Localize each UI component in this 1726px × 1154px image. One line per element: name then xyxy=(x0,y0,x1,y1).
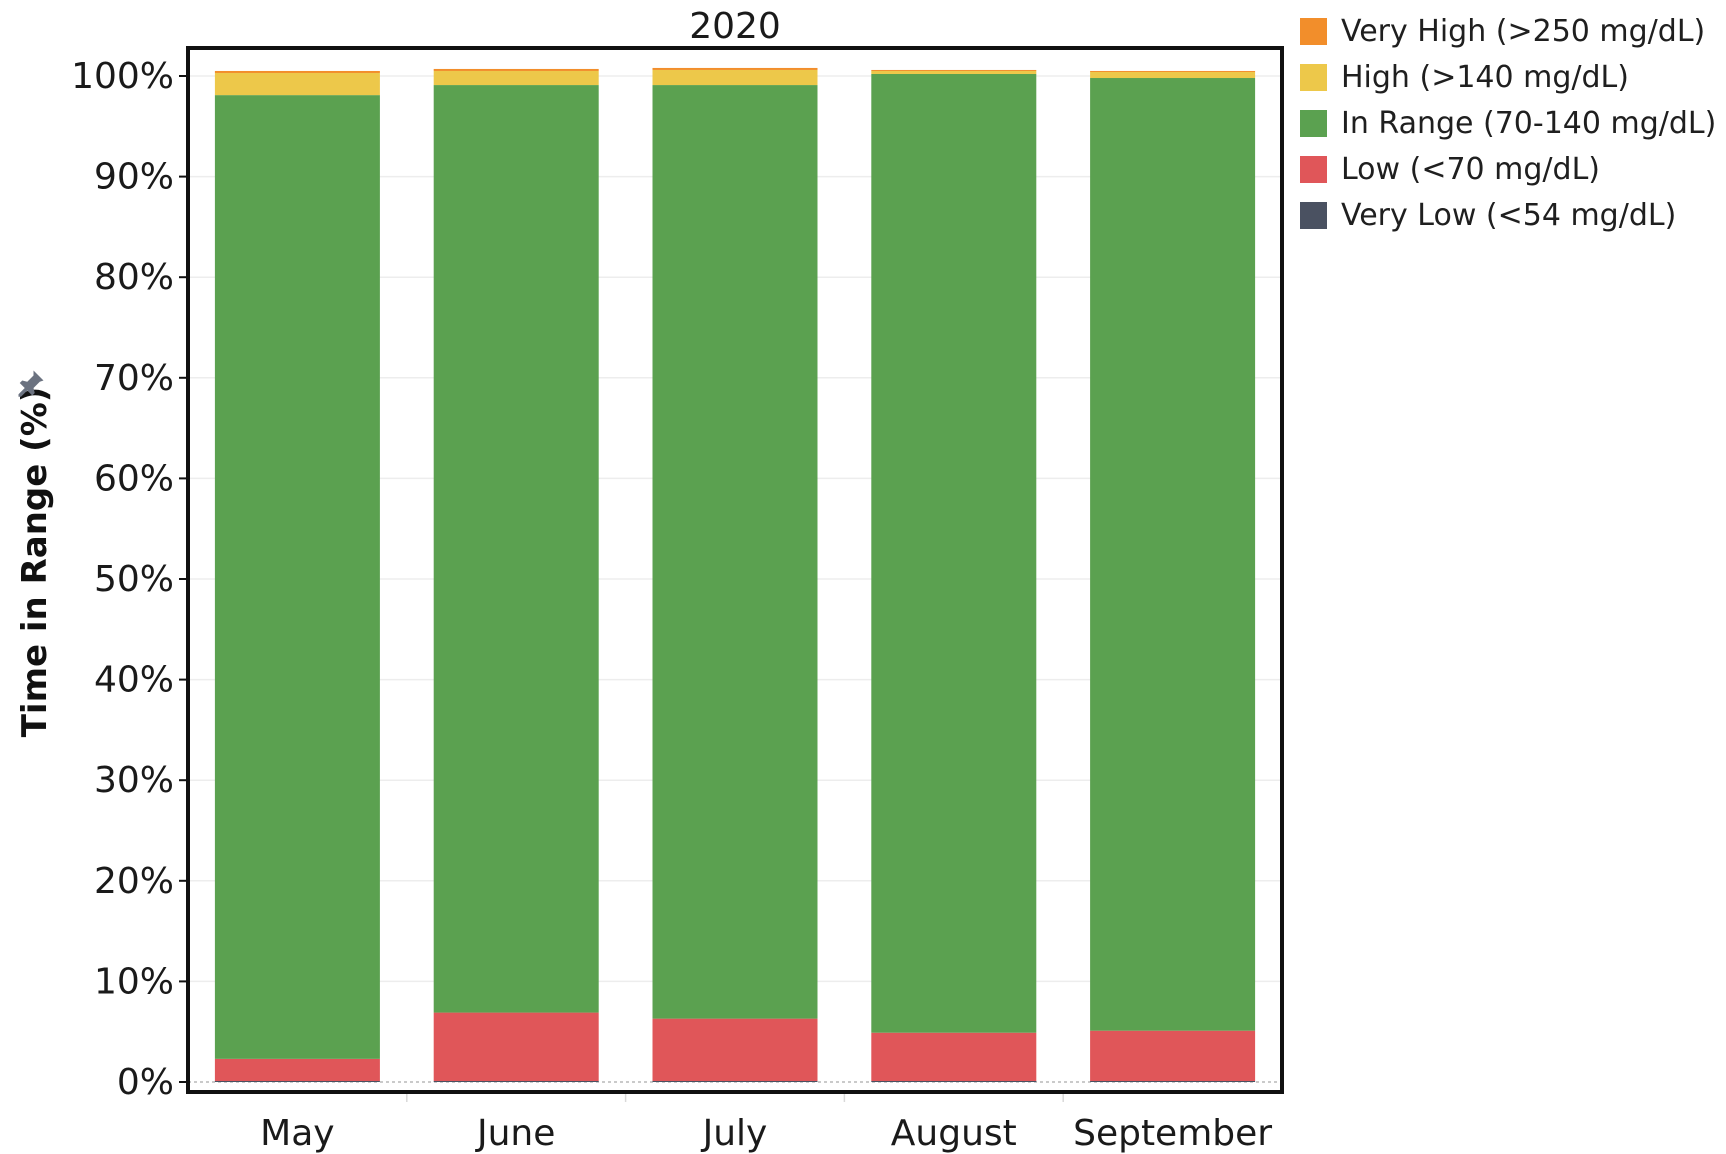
legend-label: Very High (>250 mg/dL) xyxy=(1341,13,1706,49)
bar-segment xyxy=(652,85,818,1019)
y-tick-label: 90% xyxy=(94,157,174,198)
legend: Very High (>250 mg/dL) High (>140 mg/dL) I… xyxy=(1300,8,1716,238)
bar-segment xyxy=(871,1080,1037,1082)
bar-segment xyxy=(433,85,599,1013)
legend-item[interactable]: Very High (>250 mg/dL) xyxy=(1300,8,1716,54)
chart-title: 2020 xyxy=(689,6,781,47)
legend-item[interactable]: In Range (70-140 mg/dL) xyxy=(1300,100,1716,146)
y-tick-label: 20% xyxy=(94,861,174,902)
legend-swatch xyxy=(1300,17,1327,45)
bar-segment xyxy=(871,70,1037,74)
bar-segment xyxy=(652,1080,818,1082)
y-tick-label: 40% xyxy=(94,660,174,701)
y-tick-label: 30% xyxy=(94,760,174,801)
y-tick-label: 100% xyxy=(71,56,174,97)
y-tick-label: 10% xyxy=(94,961,174,1002)
legend-label: In Range (70-140 mg/dL) xyxy=(1341,105,1717,141)
x-tick-label: June xyxy=(475,1113,555,1154)
y-tick-label: 80% xyxy=(94,257,174,298)
legend-swatch xyxy=(1300,109,1327,137)
bar-segment xyxy=(652,67,818,70)
bar-segment xyxy=(1090,71,1256,79)
bar-segment xyxy=(433,1080,599,1082)
bar-segment xyxy=(871,69,1037,71)
legend-item[interactable]: Very Low (<54 mg/dL) xyxy=(1300,192,1716,238)
x-tick-label: May xyxy=(260,1113,334,1154)
x-tick-label: September xyxy=(1073,1113,1272,1154)
legend-swatch xyxy=(1300,155,1327,183)
bar-segment xyxy=(214,95,380,1059)
bar-segment xyxy=(214,72,380,96)
bar-segment xyxy=(871,1032,1037,1081)
y-tick-label: 0% xyxy=(117,1062,174,1103)
x-tick-label: July xyxy=(701,1113,768,1154)
legend-item[interactable]: Low (<70 mg/dL) xyxy=(1300,146,1716,192)
y-axis-title: Time in Range (%) xyxy=(15,387,55,738)
bar-segment xyxy=(433,70,599,86)
legend-label: Very Low (<54 mg/dL) xyxy=(1341,197,1677,233)
bar-segment xyxy=(214,1080,380,1082)
legend-swatch xyxy=(1300,201,1327,229)
y-tick-label: 50% xyxy=(94,559,174,600)
bar-segment xyxy=(214,1058,380,1081)
bar-segment xyxy=(1090,70,1256,72)
bar-segment xyxy=(433,68,599,71)
bar-segment xyxy=(1090,1030,1256,1081)
legend-swatch xyxy=(1300,63,1327,91)
y-tick-label: 70% xyxy=(94,358,174,399)
legend-label: High (>140 mg/dL) xyxy=(1341,59,1629,95)
bar-segment xyxy=(1090,78,1256,1031)
bar-segment xyxy=(652,1018,818,1081)
plot-frame xyxy=(186,46,1284,1094)
bar-segment xyxy=(652,69,818,86)
bar-segment xyxy=(214,70,380,73)
bar-segment xyxy=(1090,1080,1256,1082)
y-tick-label: 60% xyxy=(94,458,174,499)
pin-icon[interactable] xyxy=(16,368,46,402)
x-tick-label: August xyxy=(891,1113,1017,1154)
legend-item[interactable]: High (>140 mg/dL) xyxy=(1300,54,1716,100)
legend-label: Low (<70 mg/dL) xyxy=(1341,151,1600,187)
bar-segment xyxy=(433,1012,599,1081)
bar-segment xyxy=(871,73,1037,1033)
